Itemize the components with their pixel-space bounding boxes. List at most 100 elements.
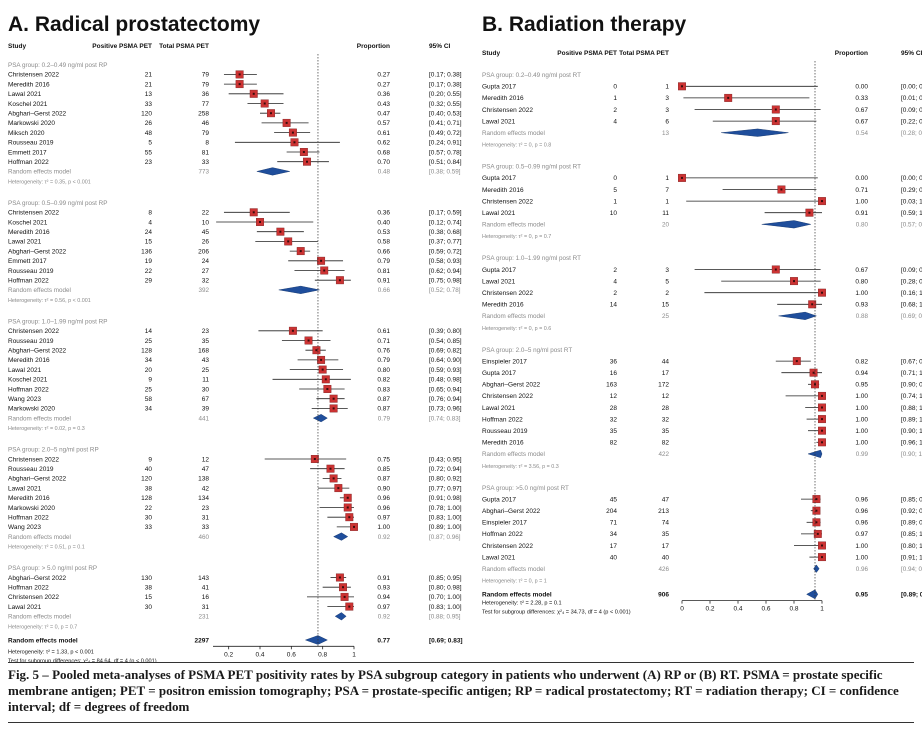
- b-study-name: Gupta 2017: [482, 496, 516, 503]
- b-study-name: Christensen 2022: [482, 198, 533, 205]
- b-study-total: 28: [662, 405, 670, 412]
- a-study-proportion: 0.96: [377, 505, 390, 512]
- b-pooled-total: 426: [658, 566, 669, 573]
- a-study-total: 67: [202, 396, 210, 403]
- a-pooled-label: Random effects model: [8, 534, 71, 541]
- b-study-positive: 28: [610, 405, 618, 412]
- a-study-point-center: [342, 586, 345, 589]
- a-study-positive: 20: [145, 367, 153, 374]
- a-study-point-center: [329, 467, 332, 470]
- a-study-point-center: [332, 397, 335, 400]
- a-study-point-center: [338, 279, 341, 282]
- b-pooled-diamond: [761, 220, 811, 229]
- b-study-total: 1: [665, 84, 669, 91]
- a-study-ci: [0.41; 0.71]: [429, 120, 462, 127]
- a-pooled-diamond: [333, 532, 349, 541]
- b-study-point-center: [821, 441, 823, 444]
- b-study-name: Abghari–Gerst 2022: [482, 382, 541, 389]
- b-study-ci: [0.00; 0.97]: [901, 84, 922, 91]
- b-study-ci: [0.74; 1.00]: [901, 393, 922, 400]
- a-study-positive: 9: [148, 456, 152, 463]
- b-study-point-center: [681, 176, 683, 179]
- a-study-total: 31: [202, 604, 210, 611]
- a-study-total: 24: [202, 258, 210, 265]
- a-study-total: 33: [202, 524, 210, 531]
- a-study-point-center: [238, 83, 241, 86]
- a-study-positive: 5: [148, 140, 152, 147]
- b-group-label: PSA group: 1.0–1.99 ng/ml post RT: [482, 255, 581, 262]
- a-study-proportion: 0.71: [377, 338, 390, 345]
- a-study-point-center: [252, 92, 255, 95]
- forest-plots: A. Radical prostatectomy Study Positive PS…: [8, 13, 922, 662]
- b-pooled-total: 422: [658, 451, 669, 458]
- a-study-proportion: 0.27: [377, 72, 390, 79]
- a-study-name: Lawal 2021: [8, 91, 42, 98]
- a-study-ci: [0.76; 0.94]: [429, 396, 462, 403]
- b-study-name: Hoffman 2022: [482, 416, 523, 423]
- b-study-name: Abghari–Gerst 2022: [482, 508, 541, 515]
- a-study-ci: [0.37; 0.77]: [429, 239, 462, 246]
- b-study-ci: [0.03; 1.00]: [901, 198, 922, 205]
- a-study-point-center: [320, 259, 323, 262]
- b-study-name: Lawal 2021: [482, 405, 516, 412]
- a-pooled-total: 392: [198, 287, 209, 294]
- b-study-name: Lawal 2021: [482, 210, 516, 217]
- a-study-proportion: 0.53: [377, 229, 390, 236]
- b-study-total: 213: [658, 508, 669, 515]
- a-study-total: 77: [202, 101, 210, 108]
- a-study-name: Emmett 2017: [8, 149, 47, 156]
- a-study-name: Christensen 2022: [8, 72, 59, 79]
- a-study-name: Koschel 2021: [8, 377, 48, 384]
- a-study-name: Christensen 2022: [8, 328, 59, 335]
- b-x-tick-label: 0.2: [705, 606, 714, 613]
- a-study-total: 16: [202, 594, 210, 601]
- b-pooled-proportion: 0.96: [856, 566, 869, 573]
- b-study-ci: [0.89; 1.00]: [901, 416, 922, 423]
- a-study-total: 22: [202, 210, 210, 217]
- a-study-positive: 128: [141, 495, 152, 502]
- a-study-point-center: [348, 605, 351, 608]
- a-study-ci: [0.78; 1.00]: [429, 505, 462, 512]
- a-study-name: Meredith 2016: [8, 495, 50, 502]
- a-study-point-center: [348, 516, 351, 519]
- a-study-total: 10: [202, 219, 210, 226]
- b-study-proportion: 1.00: [855, 428, 868, 435]
- b-study-name: Lawal 2021: [482, 118, 516, 125]
- b-overall-total: 906: [658, 592, 669, 599]
- b-study-proportion: 1.00: [855, 416, 868, 423]
- a-study-positive: 24: [145, 229, 153, 236]
- a-study-ci: [0.43; 0.95]: [429, 456, 462, 463]
- a-study-ci: [0.32; 0.55]: [429, 101, 462, 108]
- b-study-proportion: 0.96: [855, 508, 868, 515]
- b-x-tick-label: 0.6: [761, 606, 770, 613]
- a-study-proportion: 0.87: [377, 406, 390, 413]
- b-study-positive: 2: [613, 267, 617, 274]
- b-study-ci: [0.00; 0.97]: [901, 175, 922, 182]
- a-pooled-proportion: 0.48: [378, 169, 391, 176]
- b-study-positive: 5: [613, 187, 617, 194]
- a-heterogeneity: Heterogeneity: τ² = 0.51, p = 0.1: [8, 545, 85, 551]
- b-study-ci: [0.29; 0.96]: [901, 187, 922, 194]
- a-study-proportion: 0.82: [377, 377, 390, 384]
- a-study-point-center: [353, 525, 355, 528]
- b-study-proportion: 0.95: [855, 382, 868, 389]
- b-overall-label: Random effects model: [482, 592, 552, 599]
- a-x-tick-label: 0.8: [318, 651, 327, 658]
- a-study-proportion: 0.80: [377, 367, 390, 374]
- b-heterogeneity: Heterogeneity: τ² = 0, p = 0.8: [482, 143, 551, 149]
- a-study-proportion: 0.83: [377, 386, 390, 393]
- b-pooled-label: Random effects model: [482, 313, 545, 320]
- a-study-proportion: 0.57: [377, 120, 390, 127]
- a-heterogeneity: Heterogeneity: τ² = 0.56, p < 0.001: [8, 298, 91, 304]
- a-study-proportion: 0.43: [377, 101, 390, 108]
- a-study-ci: [0.59; 0.93]: [429, 367, 462, 374]
- a-study-ci: [0.64; 0.90]: [429, 357, 462, 364]
- b-pooled-ci: [0.69; 0.96]: [901, 313, 922, 320]
- b-study-total: 6: [665, 118, 669, 125]
- a-pooled-ci: [0.88; 0.95]: [429, 614, 461, 621]
- a-study-total: 42: [202, 485, 210, 492]
- a-study-positive: 38: [145, 585, 153, 592]
- a-study-positive: 25: [145, 338, 153, 345]
- a-study-proportion: 0.62: [377, 140, 390, 147]
- b-study-positive: 45: [610, 496, 618, 503]
